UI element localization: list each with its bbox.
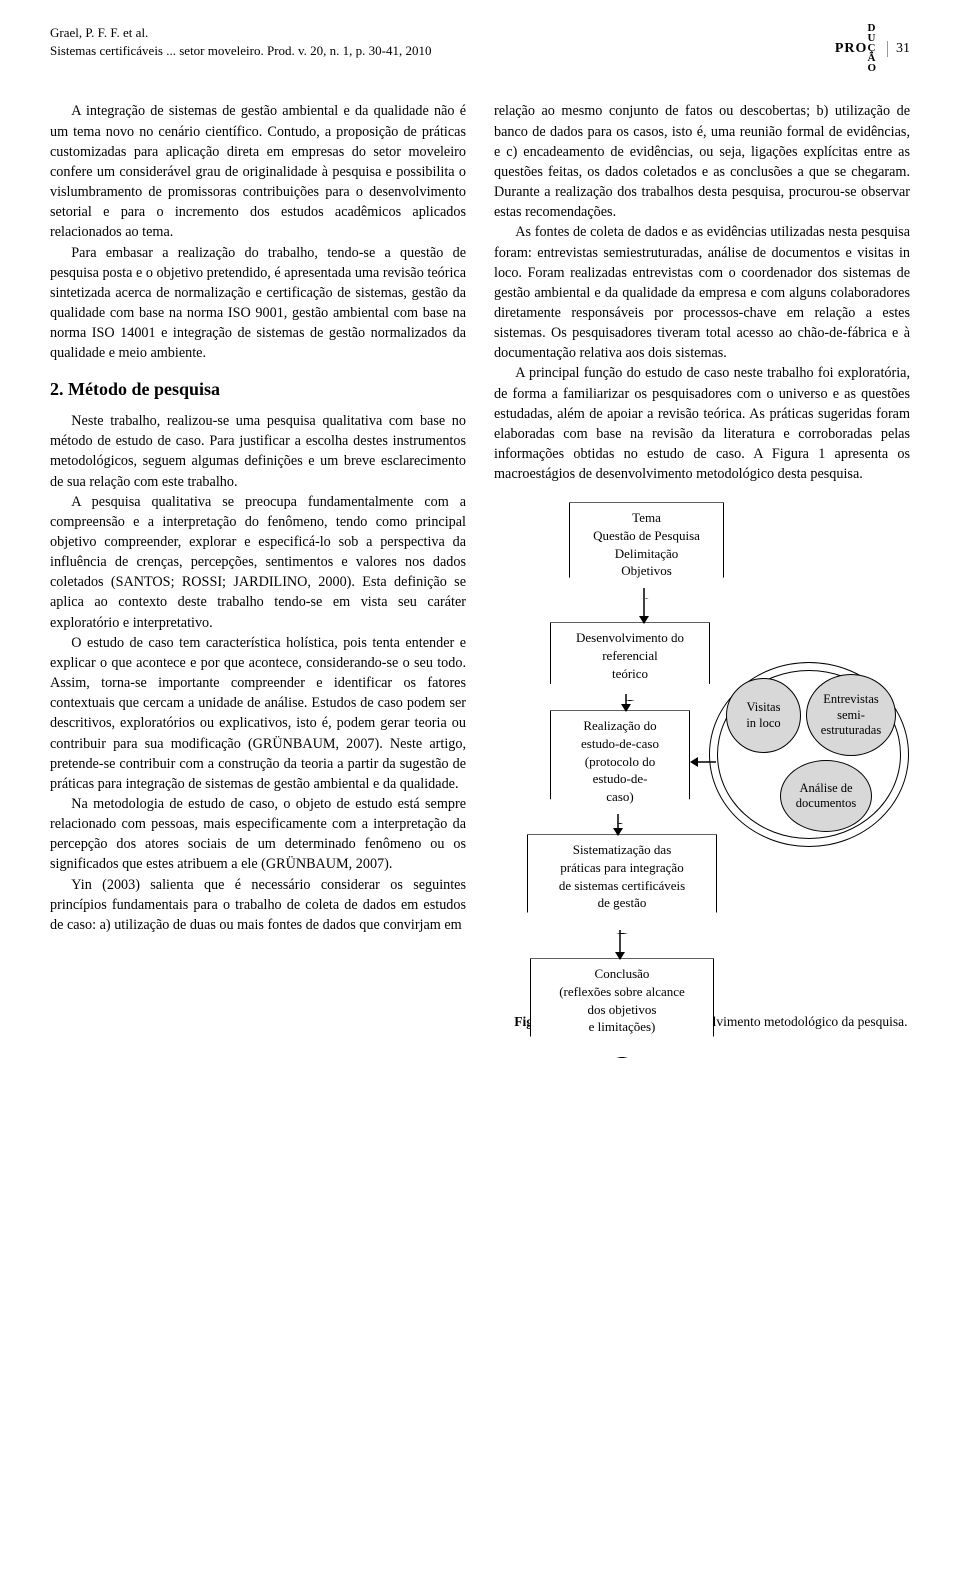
body-paragraph: A principal função do estudo de caso nes… (494, 363, 910, 484)
body-paragraph: O estudo de caso tem característica holí… (50, 633, 466, 794)
flowchart-stage-s1: TemaQuestão de PesquisaDelimitaçãoObjeti… (569, 502, 724, 598)
methodology-flowchart: TemaQuestão de PesquisaDelimitaçãoObjeti… (494, 502, 910, 1002)
author-line: Grael, P. F. F. et al. (50, 24, 432, 42)
page-number: 31 (887, 41, 910, 57)
flowchart-arrow-horizontal (690, 756, 716, 768)
flowchart-arrow (614, 930, 626, 960)
two-column-body: A integração de sistemas de gestão ambie… (50, 101, 910, 1031)
section-heading: 2. Método de pesquisa (50, 377, 466, 403)
body-paragraph: Neste trabalho, realizou-se uma pesquisa… (50, 411, 466, 492)
header-right-block: PRODUÇÃO 31 (835, 24, 910, 73)
body-paragraph: Yin (2003) salienta que é necessário con… (50, 875, 466, 935)
right-column: relação ao mesmo conjunto de fatos ou de… (494, 101, 910, 1031)
flowchart-sidecircle-c3: Análise dedocumentos (780, 760, 872, 832)
page-header: Grael, P. F. F. et al. Sistemas certific… (50, 24, 910, 73)
flowchart-arrow (612, 814, 624, 836)
body-paragraph: A integração de sistemas de gestão ambie… (50, 101, 466, 242)
left-column: A integração de sistemas de gestão ambie… (50, 101, 466, 1031)
header-citation-block: Grael, P. F. F. et al. Sistemas certific… (50, 24, 432, 60)
body-paragraph: A pesquisa qualitativa se preocupa funda… (50, 492, 466, 633)
flowchart-sidecircle-c2: Entrevistassemi-estruturadas (806, 674, 896, 756)
flowchart-sidecircle-c1: Visitasin loco (726, 678, 801, 753)
citation-line: Sistemas certificáveis ... setor movelei… (50, 42, 432, 60)
body-paragraph: Na metodologia de estudo de caso, o obje… (50, 794, 466, 875)
body-paragraph: Para embasar a realização do trabalho, t… (50, 243, 466, 364)
flowchart-arrow (620, 694, 632, 712)
flowchart-stage-s4: Sistematização daspráticas para integraç… (527, 834, 717, 934)
flowchart-stage-s3: Realização doestudo-de-caso(protocolo do… (550, 710, 690, 824)
body-paragraph: relação ao mesmo conjunto de fatos ou de… (494, 101, 910, 222)
flowchart-stage-s5: Conclusão(reflexões sobre alcancedos obj… (530, 958, 714, 1058)
journal-logo: PRODUÇÃO (835, 24, 875, 73)
flowchart-stage-s2: Desenvolvimento doreferencialteórico (550, 622, 710, 701)
body-paragraph: As fontes de coleta de dados e as evidên… (494, 222, 910, 363)
flowchart-arrow (638, 588, 650, 624)
